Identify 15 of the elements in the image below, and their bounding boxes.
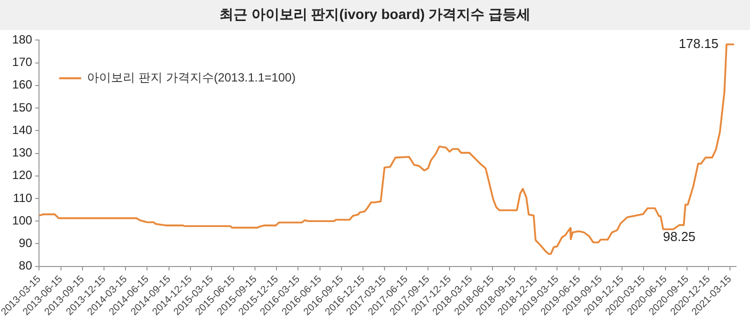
legend-label: 아이보리 판지 가격지수(2013.1.1=100) [87, 70, 296, 85]
annotation: 98.25 [662, 229, 696, 244]
y-tick-label: 100 [12, 213, 32, 228]
y-tick-label: 160 [12, 78, 32, 92]
y-tick-label: 150 [12, 100, 32, 114]
y-tick-label: 130 [12, 146, 32, 160]
y-tick-label: 80 [18, 258, 32, 273]
chart-title: 최근 아이보리 판지(ivory board) 가격지수 급등세 [0, 0, 750, 30]
y-tick-label: 120 [12, 168, 32, 182]
y-tick-label: 180 [12, 32, 32, 47]
y-tick-label: 90 [18, 236, 32, 250]
annotation: 178.15 [678, 36, 719, 51]
y-tick-label: 170 [12, 55, 32, 70]
y-tick-label: 110 [13, 190, 32, 205]
y-tick-label: 140 [12, 122, 32, 137]
